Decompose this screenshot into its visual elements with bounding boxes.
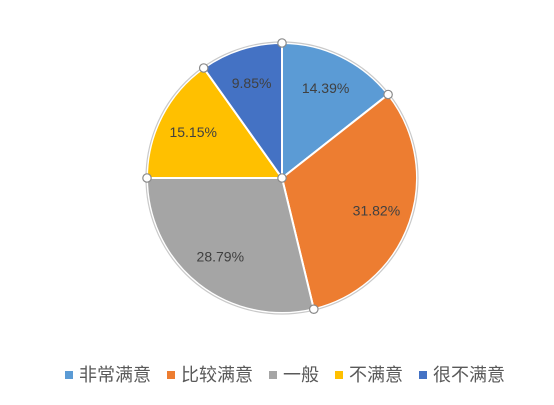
selection-handle[interactable] (308, 304, 319, 314)
legend-swatch (167, 371, 175, 379)
legend-label: 一般 (283, 365, 319, 385)
legend[interactable]: 非常满意 比较满意 一般 不满意 很不满意 (0, 364, 554, 386)
legend-label: 比较满意 (181, 365, 253, 385)
data-label: 9.85% (232, 75, 272, 91)
pie-slices (146, 42, 418, 314)
legend-item[interactable]: 不满意 (335, 364, 403, 386)
legend-label: 不满意 (349, 365, 403, 385)
selection-handle[interactable] (383, 89, 393, 100)
data-labels: 14.39% 31.82% 28.79% 15.15% 9.85% (169, 75, 400, 265)
legend-swatch (335, 371, 343, 379)
data-label: 14.39% (302, 80, 349, 96)
legend-label: 很不满意 (433, 365, 505, 385)
legend-item[interactable]: 非常满意 (65, 364, 151, 386)
pie-slice[interactable] (281, 93, 418, 311)
data-label: 15.15% (169, 124, 216, 140)
legend-swatch (65, 371, 73, 379)
legend-item[interactable]: 比较满意 (167, 364, 253, 386)
selection-handle[interactable] (277, 173, 287, 183)
legend-swatch (269, 371, 277, 379)
legend-item[interactable]: 很不满意 (419, 364, 505, 386)
selection-handles (142, 38, 393, 314)
pie-slice[interactable] (281, 42, 390, 179)
pie-slice[interactable] (146, 67, 283, 179)
legend-label: 非常满意 (79, 365, 151, 385)
legend-swatch (419, 371, 427, 379)
legend-item[interactable]: 一般 (269, 364, 319, 386)
selection-handle[interactable] (277, 38, 287, 48)
data-label: 31.82% (353, 203, 400, 219)
selection-handle[interactable] (198, 63, 209, 73)
pie-slice[interactable] (146, 177, 315, 314)
data-label: 28.79% (197, 249, 244, 265)
selection-handle[interactable] (142, 173, 152, 183)
